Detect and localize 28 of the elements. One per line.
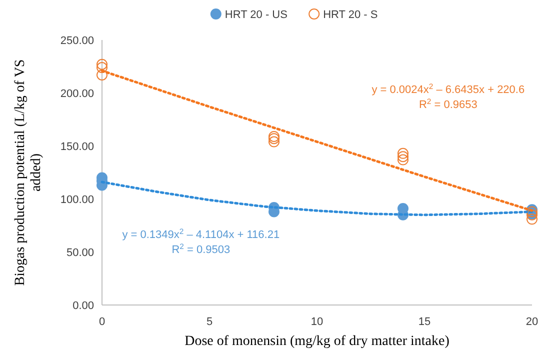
annotation: R$^{2}$ = 0.9503 [172,242,230,256]
y-axis-title: Biogas production potential (L/kg of VS added) [13,59,44,286]
point [96,62,108,74]
y-tick-label: 50.00 [66,246,94,259]
x-tick-label: 10 [310,316,324,328]
y-tick-label: 100.00 [60,194,94,206]
point [398,154,408,166]
x-tick-label: 20 [526,316,538,328]
x-axis-title: Dose of monensin (mg/kg of dry matter intake) [184,334,450,349]
point [96,58,108,70]
y-tick-label: 200.00 [60,88,94,100]
annotation: y = 0.1349x$^{2}$ – 4.1104x + 116.21 [122,226,280,242]
y-tick-label: 250.00 [60,34,94,47]
point [268,130,280,142]
point [398,148,408,159]
y-tick-label: 150.00 [60,140,94,153]
legend-label: HRT 20 - S [323,8,378,21]
point [268,133,280,144]
x-tick-label: 5 [206,316,213,328]
annotation: y = 0.0024x$^{2}$ – 6.6435x + 220.6 [372,82,525,96]
x-tick-label: 0 [98,316,106,328]
point [398,151,408,162]
point [268,136,280,148]
legend-label: HRT 20 - US [224,8,288,21]
annotation: R$^{2}$ = 0.9653 [418,96,478,111]
y-tick-label: 0.00 [72,300,94,312]
x-tick-label: 15 [418,316,431,328]
point [96,69,108,80]
